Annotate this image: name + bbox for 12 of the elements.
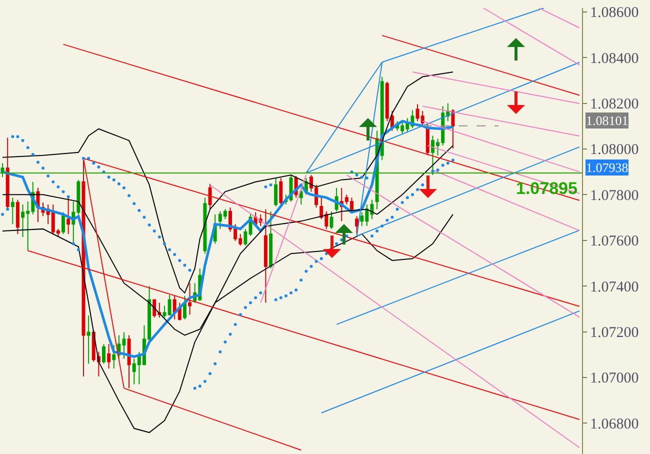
y-tick-label: 1.07400 [590,279,639,296]
y-tick-label: 1.08000 [590,142,639,158]
y-tick-label: 1.08600 [590,5,639,22]
y-tick-label: 1.07600 [590,234,639,250]
y-tick-label: 1.07800 [590,188,639,204]
y-tick-label: 1.06800 [590,416,639,432]
text: 1.08101 [586,113,628,128]
y-tick-label: 1.08400 [590,50,639,67]
y-tick-label: 1.07200 [590,325,639,342]
y-tick-label: 1.08200 [590,96,639,113]
text: 1.07938 [586,160,628,175]
y-tick-label: 1.07000 [590,370,639,387]
